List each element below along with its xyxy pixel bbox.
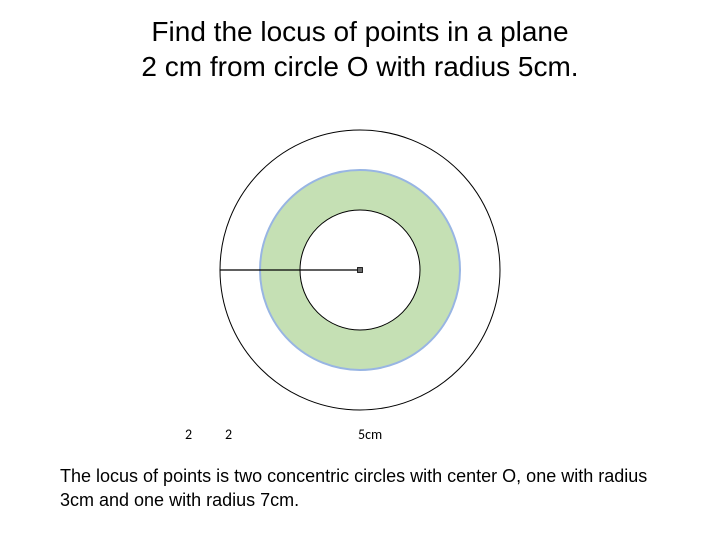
diagram-area: 225cm [0, 110, 720, 430]
locus-diagram [190, 110, 530, 430]
question-line-1: Find the locus of points in a plane [151, 16, 568, 47]
question-line-2: 2 cm from circle O with radius 5cm. [141, 51, 578, 82]
diagram-label-2: 5cm [358, 426, 382, 443]
diagram-label-0: 2 [185, 426, 192, 443]
question-text: Find the locus of points in a plane 2 cm… [0, 0, 720, 84]
answer-text: The locus of points is two concentric ci… [60, 465, 660, 512]
answer-body: The locus of points is two concentric ci… [60, 466, 647, 509]
diagram-label-1: 2 [225, 426, 232, 443]
center-point [358, 268, 363, 273]
